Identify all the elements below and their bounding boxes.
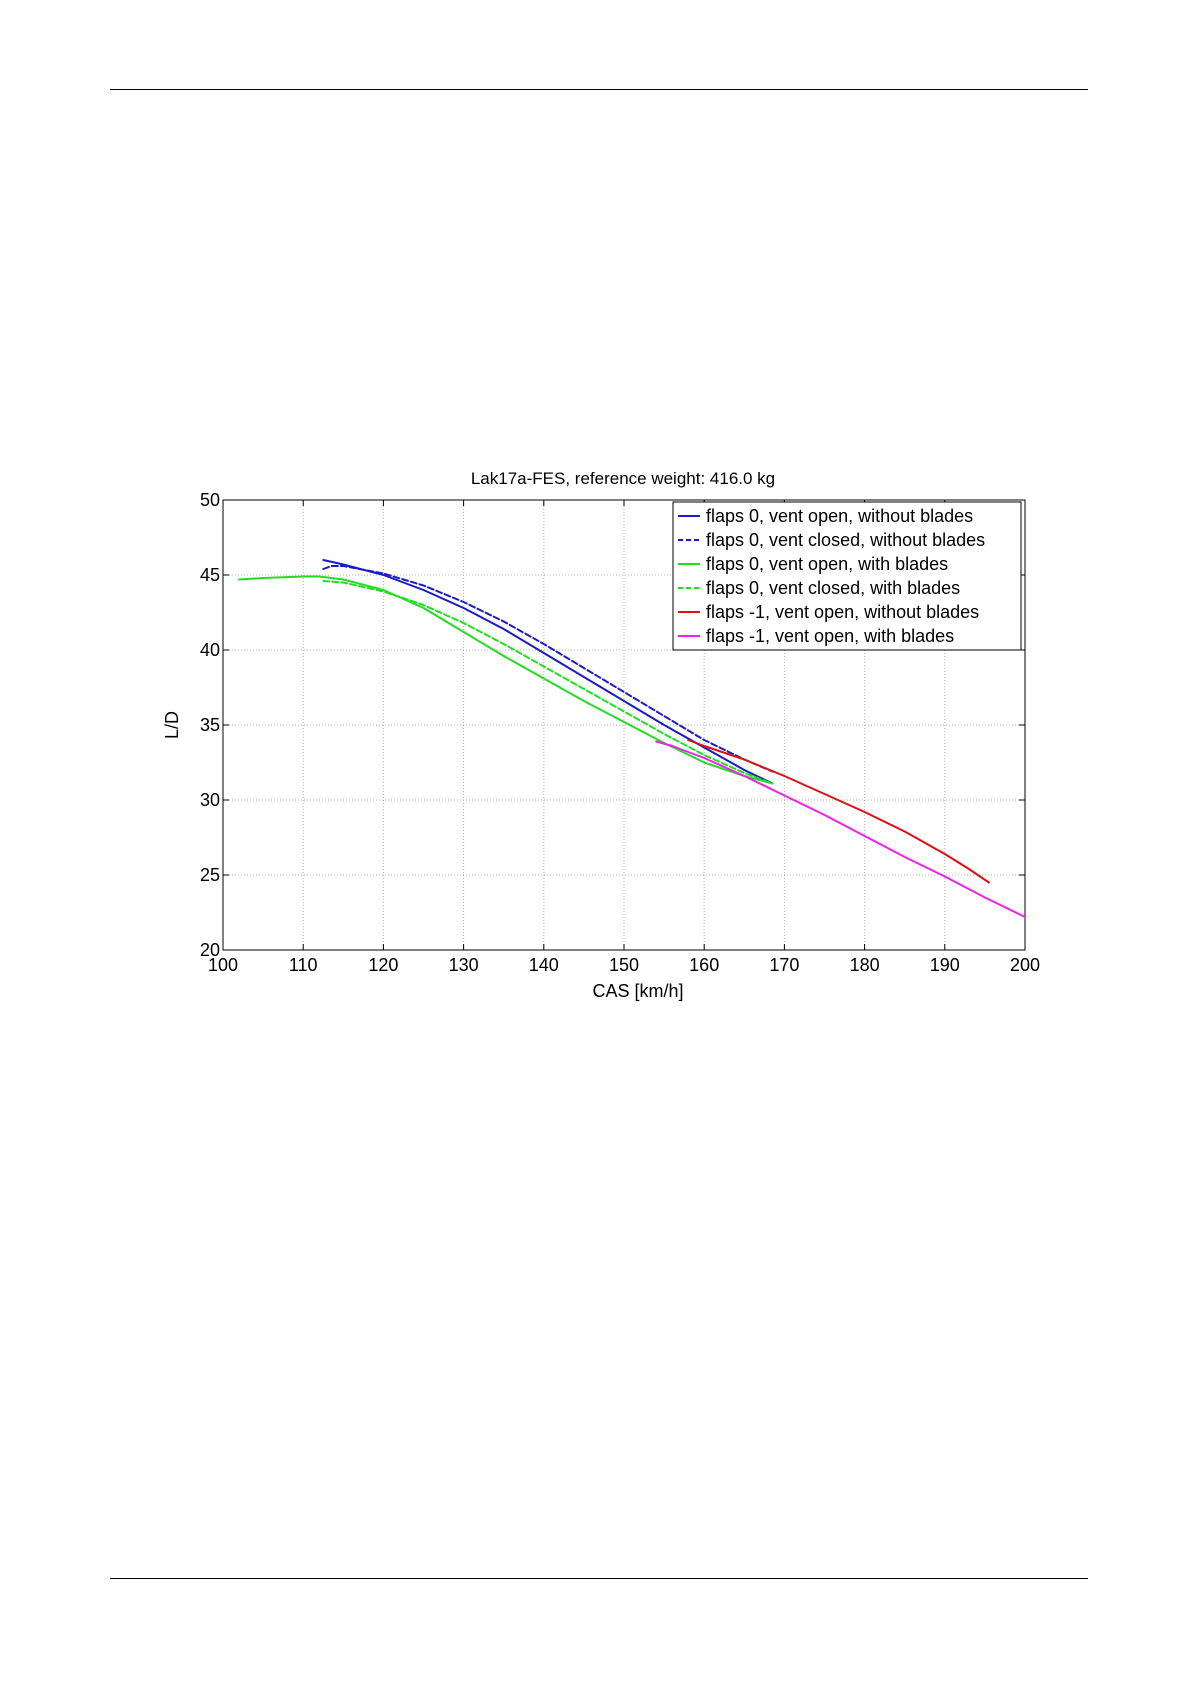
- series-line-4: [322, 580, 770, 783]
- y-axis-label: L/D: [162, 711, 182, 739]
- y-tick-label: 30: [200, 790, 220, 810]
- series-lines: [238, 559, 1026, 918]
- y-tick-label: 50: [200, 490, 220, 510]
- legend-entry: flaps 0, vent open, without blades: [706, 506, 973, 526]
- x-tick-label: 100: [208, 955, 238, 975]
- footer-rule: [110, 1578, 1088, 1579]
- chart-title: Lak17a-FES, reference weight: 416.0 kg: [471, 469, 775, 488]
- y-tick-label: 40: [200, 640, 220, 660]
- header-rule: [110, 89, 1088, 90]
- legend: flaps 0, vent open, without blades flaps …: [672, 501, 1022, 651]
- series-line-1: [322, 559, 774, 785]
- grid: [223, 500, 1025, 950]
- legend-box: [672, 501, 1022, 651]
- x-axis-label: CAS [km/h]: [592, 981, 683, 1001]
- x-tick-label: 200: [1010, 955, 1040, 975]
- x-tick-label: 170: [769, 955, 799, 975]
- y-tick-label: 45: [200, 565, 220, 585]
- x-tick-label: 110: [289, 955, 318, 975]
- x-tick-label: 160: [689, 955, 719, 975]
- legend-entry: flaps 0, vent open, with blades: [706, 554, 948, 574]
- ticks: 100 110 120 130 140 150 160 170 180 190 200 20 25 30 3…: [200, 490, 1040, 975]
- series-line-2: [322, 565, 774, 773]
- series-line-6: [655, 740, 1026, 918]
- y-tick-label: 25: [200, 865, 220, 885]
- x-tick-label: 190: [930, 955, 960, 975]
- series-line-5: [687, 739, 990, 884]
- legend-entry: flaps 0, vent closed, without blades: [706, 530, 985, 550]
- x-tick-label: 140: [529, 955, 559, 975]
- legend-entry: flaps 0, vent closed, with blades: [706, 578, 960, 598]
- legend-entry: flaps -1, vent open, without blades: [706, 602, 979, 622]
- legend-entry: flaps -1, vent open, with blades: [706, 626, 954, 646]
- x-tick-label: 130: [449, 955, 479, 975]
- series-line-3: [238, 575, 774, 785]
- y-tick-label: 20: [200, 940, 220, 960]
- x-tick-label: 180: [850, 955, 880, 975]
- x-tick-label: 150: [609, 955, 639, 975]
- y-tick-label: 35: [200, 715, 220, 735]
- x-tick-label: 120: [368, 955, 398, 975]
